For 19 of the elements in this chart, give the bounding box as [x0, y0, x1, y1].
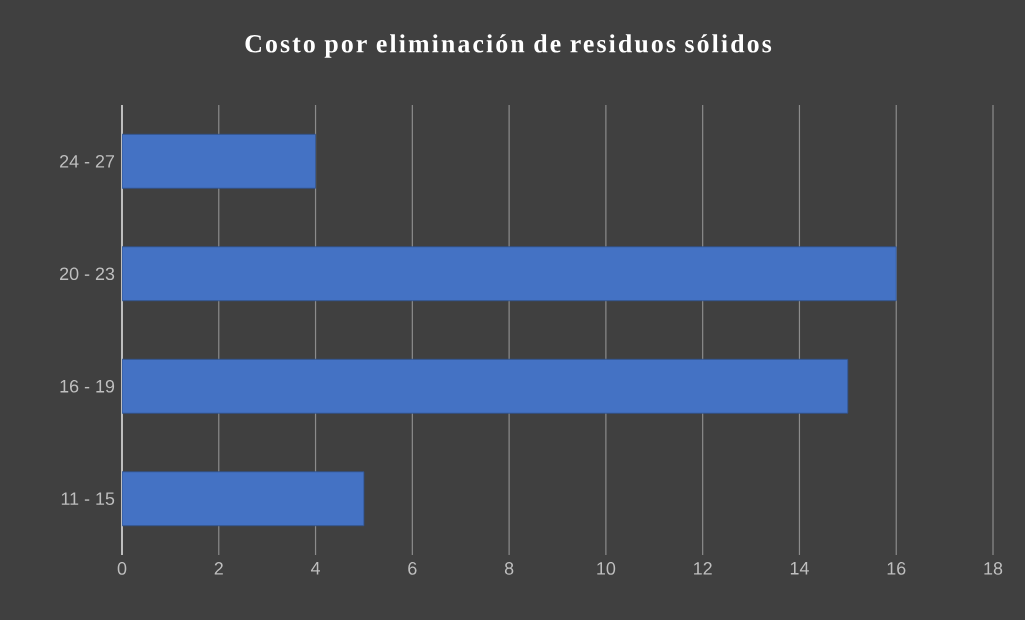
x-tick-label: 2 [214, 562, 223, 575]
x-tick-label: 8 [504, 562, 514, 575]
x-tick-label: 12 [694, 562, 712, 575]
y-tick-label: 20 - 23 [60, 267, 115, 281]
x-tick-label: 18 [984, 562, 1003, 575]
x-tick-label: 16 [887, 562, 906, 575]
bar [122, 358, 849, 414]
x-tick-label: 4 [310, 562, 321, 575]
bar [122, 471, 365, 527]
x-tick-label: 10 [597, 562, 616, 575]
bar [122, 246, 897, 302]
x-tick-label: 0 [117, 562, 127, 575]
y-tick-label: 24 - 27 [60, 154, 115, 168]
bar [122, 133, 316, 189]
chart-title: Costo por eliminación de residuos sólidos [245, 34, 772, 58]
y-tick-label: 16 - 19 [60, 379, 115, 393]
y-tick-label: 11 - 15 [61, 492, 115, 506]
x-tick-label: 6 [408, 562, 417, 575]
x-tick-label: 14 [790, 562, 809, 575]
